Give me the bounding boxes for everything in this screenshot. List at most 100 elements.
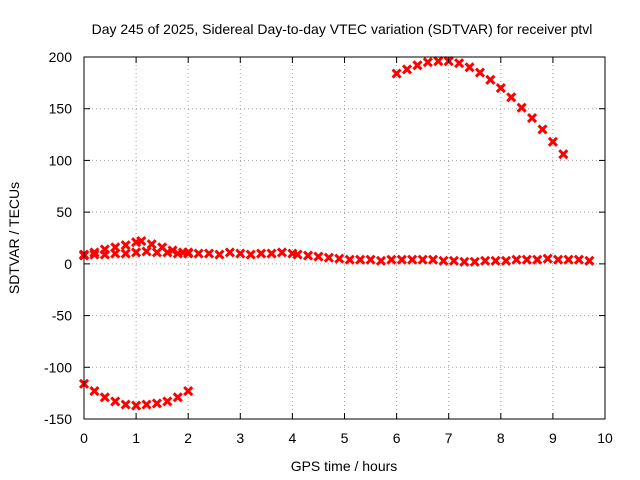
data-point <box>558 149 569 160</box>
data-point <box>203 248 215 259</box>
y-tick-label: -50 <box>52 308 72 324</box>
data-point <box>391 68 402 79</box>
data-point <box>428 254 439 265</box>
data-point <box>167 245 178 256</box>
data-point <box>375 255 387 266</box>
data-point <box>417 254 428 265</box>
data-point <box>183 247 194 258</box>
data-point <box>120 240 131 251</box>
data-point <box>480 255 491 266</box>
data-point <box>490 255 501 266</box>
y-tick-label: -150 <box>44 411 72 427</box>
y-tick-label: 200 <box>49 49 73 65</box>
data-point <box>151 398 163 409</box>
data-point <box>245 249 256 260</box>
data-point <box>563 254 574 265</box>
data-point <box>495 82 506 94</box>
data-point <box>532 254 543 265</box>
data-point <box>292 249 303 260</box>
x-tick-label: 1 <box>132 430 140 446</box>
data-point <box>573 254 585 265</box>
data-point <box>355 254 366 265</box>
x-tick-label: 2 <box>184 430 192 446</box>
data-point <box>474 67 486 78</box>
data-point <box>553 254 564 265</box>
data-point <box>448 255 459 266</box>
data-point <box>485 74 496 85</box>
data-point <box>365 254 376 265</box>
data-point <box>110 242 121 253</box>
data-point <box>464 62 475 73</box>
x-tick-label: 6 <box>393 430 401 446</box>
data-point <box>407 254 418 265</box>
data-point <box>214 249 225 260</box>
data-point <box>422 57 433 68</box>
y-axis-title: SDTVAR / TECUs <box>6 182 22 294</box>
data-point <box>136 236 147 247</box>
x-tick-label: 8 <box>497 430 505 446</box>
data-point <box>412 60 423 71</box>
data-point <box>99 244 110 255</box>
data-point <box>120 399 131 410</box>
y-tick-label: 150 <box>49 101 73 117</box>
data-point <box>224 247 235 258</box>
data-point <box>542 253 553 264</box>
data-point <box>235 248 246 259</box>
data-point <box>396 254 407 265</box>
data-point <box>537 124 548 135</box>
data-point <box>469 256 480 267</box>
chart-title: Day 245 of 2025, Sidereal Day-to-day VTE… <box>92 21 593 37</box>
x-tick-label: 4 <box>289 430 297 446</box>
data-point <box>386 254 397 265</box>
data-point <box>89 386 100 397</box>
data-point <box>521 254 532 265</box>
data-point <box>89 247 100 258</box>
data-point <box>506 92 517 103</box>
y-tick-label: 100 <box>49 152 73 168</box>
data-point <box>131 247 142 258</box>
data-point <box>266 248 277 259</box>
x-tick-label: 9 <box>549 430 557 446</box>
data-point <box>172 392 183 403</box>
x-tick-label: 10 <box>597 430 613 446</box>
x-tick-label: 7 <box>445 430 453 446</box>
x-tick-label: 3 <box>236 430 244 446</box>
data-point <box>131 400 142 411</box>
x-tick-label: 0 <box>80 430 88 446</box>
data-point <box>276 247 288 258</box>
data-point <box>313 251 324 262</box>
y-tick-label: 0 <box>64 256 72 272</box>
data-series <box>78 56 595 411</box>
data-point <box>162 396 173 407</box>
data-point <box>454 58 465 69</box>
data-point <box>584 255 595 266</box>
data-point <box>157 242 168 253</box>
data-point <box>141 399 152 410</box>
data-point <box>500 255 512 266</box>
data-point <box>547 136 558 147</box>
data-point <box>193 248 204 259</box>
data-point <box>438 255 449 266</box>
data-point <box>146 239 157 250</box>
data-point <box>511 254 522 265</box>
data-point <box>183 386 194 397</box>
axis-ticks: 0 1 2 3 4 5 6 7 8 9 10 -150 -100 -50 0 50 100 150 200 <box>44 49 613 446</box>
data-point <box>401 64 413 75</box>
data-point <box>302 250 314 261</box>
y-tick-label: 50 <box>56 204 72 220</box>
x-tick-label: 5 <box>341 430 349 446</box>
grid <box>84 57 605 419</box>
data-point <box>99 392 110 403</box>
data-point <box>344 254 355 265</box>
x-axis-title: GPS time / hours <box>291 458 398 474</box>
data-point <box>433 56 444 67</box>
data-point <box>110 396 121 407</box>
data-point <box>459 256 470 267</box>
data-point <box>334 253 345 264</box>
data-point <box>256 248 267 259</box>
data-point <box>120 248 131 259</box>
data-point <box>516 102 527 113</box>
data-point <box>526 112 538 124</box>
y-tick-label: -100 <box>44 359 72 375</box>
